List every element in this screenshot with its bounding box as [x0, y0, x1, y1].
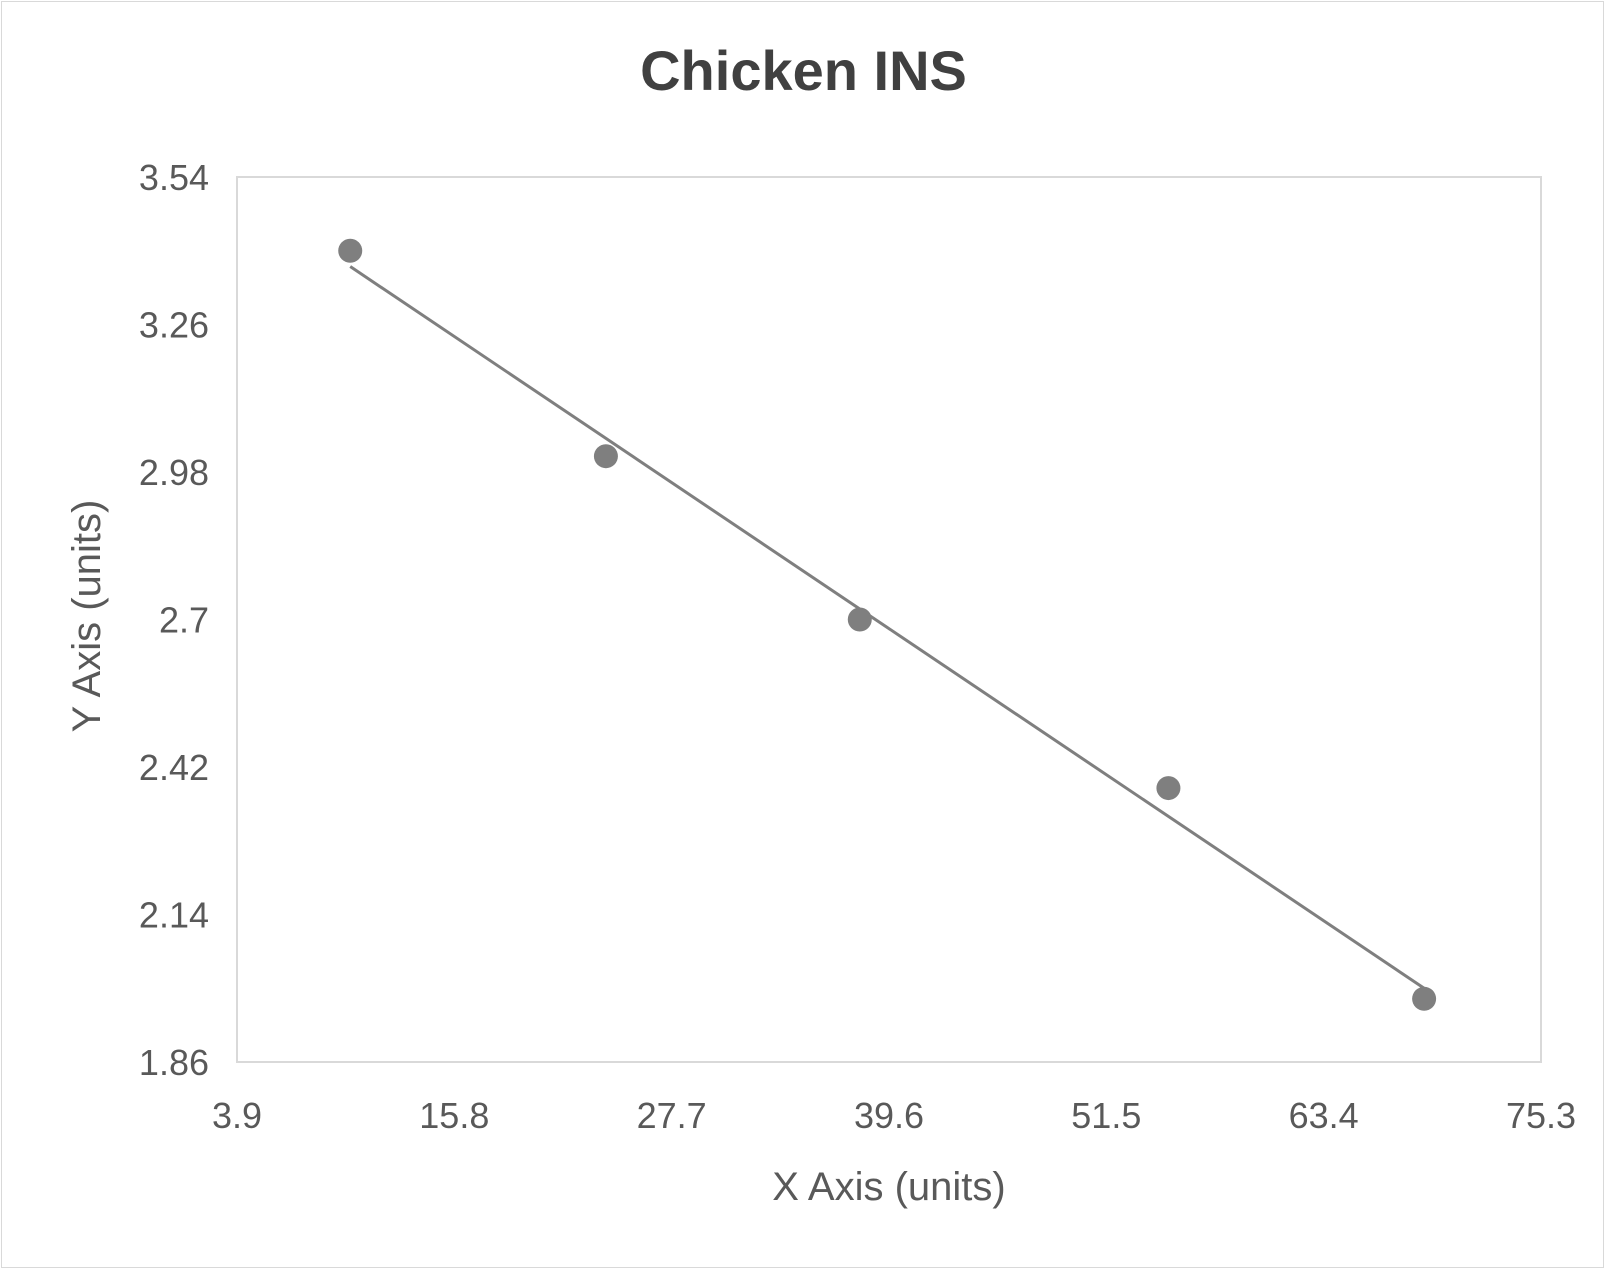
- x-tick-label: 3.9: [212, 1095, 262, 1136]
- data-points: [338, 238, 1437, 1011]
- data-point: [847, 607, 872, 632]
- y-tick-label: 2.7: [159, 600, 209, 641]
- x-tick-label: 75.3: [1506, 1095, 1576, 1136]
- plot-area: [236, 176, 1542, 1063]
- x-axis-ticks: 3.9 15.8 27.7 39.6 51.5 63.4 75.3: [212, 1095, 1576, 1136]
- y-axis-ticks: 3.54 3.26 2.98 2.7 2.42 2.14 1.86: [139, 157, 209, 1083]
- data-point: [1412, 986, 1437, 1011]
- x-tick-label: 51.5: [1071, 1095, 1141, 1136]
- x-tick-label: 63.4: [1289, 1095, 1359, 1136]
- y-tick-label: 2.42: [139, 747, 209, 788]
- x-tick-label: 27.7: [637, 1095, 707, 1136]
- data-point: [593, 444, 618, 469]
- y-tick-label: 2.14: [139, 895, 209, 936]
- trendline: [349, 265, 1425, 990]
- y-tick-label: 2.98: [139, 452, 209, 493]
- x-axis-title: X Axis (units): [772, 1165, 1005, 1209]
- chart-title: Chicken INS: [640, 39, 967, 102]
- y-tick-label: 3.26: [139, 305, 209, 346]
- data-point: [1156, 776, 1181, 801]
- y-axis-title: Y Axis (units): [65, 500, 109, 733]
- y-tick-label: 1.86: [139, 1042, 209, 1083]
- x-tick-label: 39.6: [854, 1095, 924, 1136]
- y-tick-label: 3.54: [139, 157, 209, 198]
- data-point: [338, 238, 363, 263]
- x-tick-label: 15.8: [419, 1095, 489, 1136]
